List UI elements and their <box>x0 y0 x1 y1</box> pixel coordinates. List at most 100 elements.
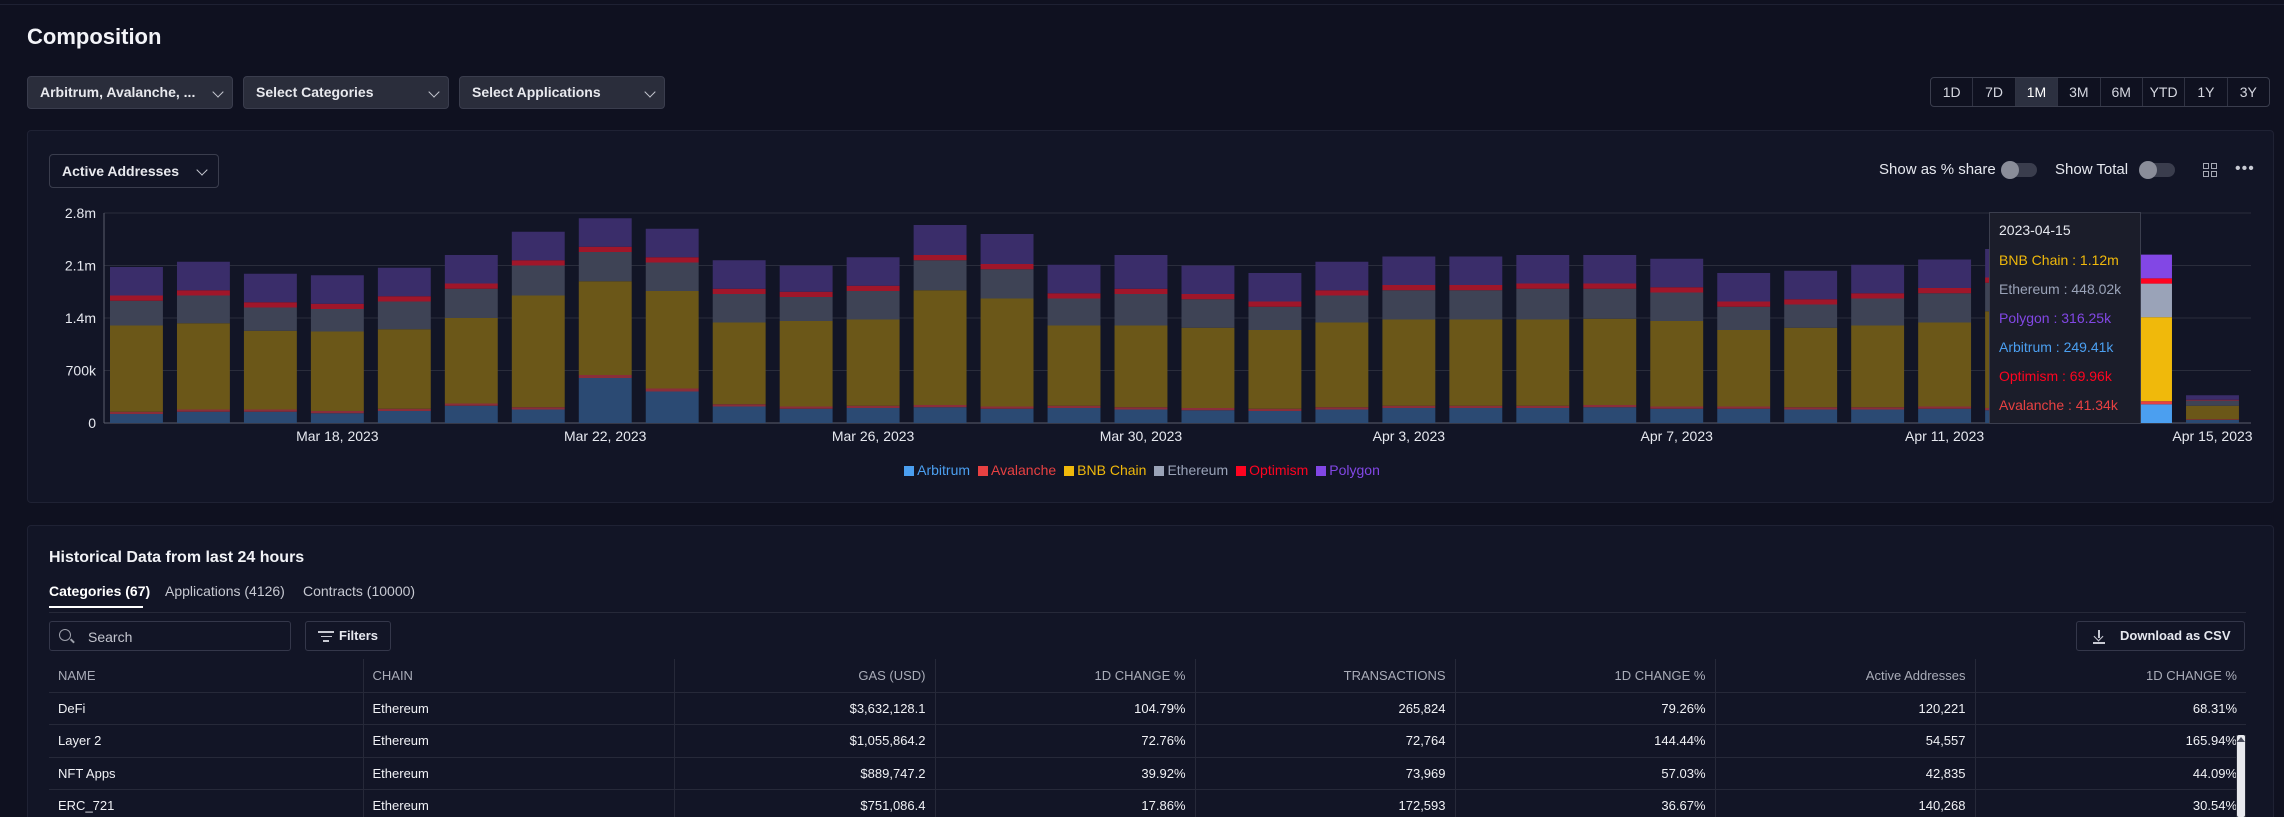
bar-segment-bnb-chain <box>1382 319 1436 406</box>
bar-segment-ethereum <box>1918 293 1972 323</box>
legend-item-polygon[interactable]: Polygon <box>1316 462 1380 478</box>
bar-segment-bnb-chain <box>645 291 699 389</box>
filter-icon <box>318 631 334 643</box>
table-cell: $1,055,864.2 <box>674 724 936 758</box>
bar-segment-optimism <box>110 295 163 301</box>
legend-item-avalanche[interactable]: Avalanche <box>978 462 1056 478</box>
bar-segment-avalanche <box>1248 408 1302 411</box>
column-header[interactable]: Active Addresses <box>1715 659 1976 693</box>
metric-select[interactable]: Active Addresses <box>49 154 219 188</box>
table-row[interactable]: Layer 2 Ethereum $1,055,864.2 72.76% 72,764 1… <box>49 724 2246 758</box>
range-1m[interactable]: 1M <box>2015 78 2059 106</box>
bar-segment-polygon <box>1382 256 1436 285</box>
column-header[interactable]: NAME <box>49 659 364 693</box>
table-row[interactable]: DeFi Ethereum $3,632,128.1 104.79% 265,824 79… <box>49 692 2246 725</box>
tabs-divider <box>49 612 2246 613</box>
table-row[interactable]: ERC_721 Ethereum $751,086.4 17.86% 172,593 36… <box>49 789 2246 817</box>
legend-label: Polygon <box>1329 462 1380 478</box>
x-tick-label: Mar 26, 2023 <box>832 428 915 444</box>
bar-segment-ethereum <box>511 265 565 296</box>
bar-segment-arbitrum <box>243 411 297 423</box>
table-scrollbar[interactable] <box>2236 735 2246 817</box>
bar-segment-bnb-chain <box>1047 325 1101 406</box>
table-cell: 36.67% <box>1455 789 1716 817</box>
legend-item-optimism[interactable]: Optimism <box>1236 462 1308 478</box>
bar-segment-bnb-chain <box>1516 319 1570 406</box>
bar-segment-avalanche <box>511 407 565 410</box>
bar-segment-arbitrum <box>1650 408 1704 423</box>
category-name-link[interactable]: DeFi <box>49 692 364 725</box>
bar-segment-ethereum <box>176 295 230 324</box>
legend-item-ethereum[interactable]: Ethereum <box>1154 462 1228 478</box>
tooltip-row: BNB Chain : 1.12m <box>1999 252 2119 268</box>
more-options-icon[interactable]: ••• <box>2235 160 2255 177</box>
bar-segment-polygon <box>511 231 565 261</box>
table-cell: 104.79% <box>935 692 1196 725</box>
chart-tooltip: 2023-04-15 BNB Chain : 1.12m Ethereum : 4… <box>1989 212 2141 424</box>
tab-categories[interactable]: Categories (67) <box>49 583 151 599</box>
toggle-knob <box>2001 161 2019 179</box>
legend-item-bnb-chain[interactable]: BNB Chain <box>1064 462 1146 478</box>
range-3m[interactable]: 3M <box>2058 78 2101 106</box>
filters-button[interactable]: Filters <box>305 621 391 651</box>
range-7d[interactable]: 7D <box>1973 78 2016 106</box>
bar-segment-optimism <box>1516 283 1570 289</box>
application-select[interactable]: Select Applications <box>459 76 665 109</box>
bar-segment-arbitrum <box>1516 408 1570 423</box>
scrollbar-thumb[interactable] <box>2237 735 2245 817</box>
bar-segment-optimism <box>2119 278 2172 284</box>
bar-segment-arbitrum <box>1717 408 1771 423</box>
page-title: Composition <box>27 24 162 49</box>
bar-segment-arbitrum <box>712 406 766 423</box>
bar-segment-polygon <box>1114 255 1168 289</box>
category-name-link[interactable]: NFT Apps <box>49 757 364 790</box>
column-header[interactable]: CHAIN <box>363 659 675 693</box>
column-header[interactable]: TRANSACTIONS <box>1195 659 1456 693</box>
column-header[interactable]: GAS (USD) <box>674 659 936 693</box>
bar-segment-polygon <box>1918 259 1972 288</box>
bar-segment-bnb-chain <box>1918 322 1972 407</box>
download-icon <box>2093 630 2105 644</box>
y-tick-label: 2.1m <box>65 258 96 274</box>
bar-segment-bnb-chain <box>176 323 230 410</box>
search-input[interactable] <box>88 626 283 647</box>
bar-segment-polygon <box>1449 256 1503 285</box>
bar-segment-bnb-chain <box>310 331 364 411</box>
range-ytd[interactable]: YTD <box>2143 78 2186 106</box>
table-cell: 79.26% <box>1455 692 1716 725</box>
bar-segment-optimism <box>1047 293 1101 299</box>
bar-segment-polygon <box>578 218 632 247</box>
tooltip-date: 2023-04-15 <box>1999 222 2071 238</box>
range-6m[interactable]: 6M <box>2101 78 2143 106</box>
bar-segment-avalanche <box>712 404 766 407</box>
legend-label: Arbitrum <box>917 462 971 478</box>
column-header[interactable]: 1D CHANGE % <box>1975 659 2246 693</box>
category-name-link[interactable]: Layer 2 <box>49 724 364 758</box>
bar-segment-optimism <box>1181 294 1235 300</box>
bar-segment-optimism <box>243 302 297 308</box>
bar-segment-optimism <box>444 283 498 289</box>
tab-contracts[interactable]: Contracts (10000) <box>303 583 416 599</box>
chain-select[interactable]: Arbitrum, Avalanche, ... <box>27 76 233 109</box>
bar-segment-optimism <box>310 303 364 309</box>
legend-item-arbitrum[interactable]: Arbitrum <box>904 462 970 478</box>
tab-applications[interactable]: Applications (4126) <box>165 583 285 599</box>
show-total-toggle[interactable] <box>2139 161 2175 179</box>
table-row[interactable]: NFT Apps Ethereum $889,747.2 39.92% 73,969 57… <box>49 757 2246 790</box>
grid-view-icon[interactable] <box>2203 163 2217 177</box>
bar-segment-ethereum <box>1181 299 1235 328</box>
scroll-up-arrow-icon[interactable] <box>2237 737 2245 742</box>
range-3y[interactable]: 3Y <box>2239 84 2257 100</box>
bar-segment-avalanche <box>2119 401 2172 405</box>
column-header[interactable]: 1D CHANGE % <box>1455 659 1716 693</box>
range-1y[interactable]: 1Y <box>2185 78 2228 106</box>
show-share-toggle[interactable] <box>2001 161 2037 179</box>
download-csv-button[interactable]: Download as CSV <box>2076 621 2245 651</box>
column-header[interactable]: 1D CHANGE % <box>935 659 1196 693</box>
bar-segment-polygon <box>310 275 364 304</box>
category-select[interactable]: Select Categories <box>243 76 449 109</box>
toggle-knob <box>2139 161 2157 179</box>
range-1d[interactable]: 1D <box>1931 78 1974 106</box>
category-name-link[interactable]: ERC_721 <box>49 789 364 817</box>
time-range-selector: 1D 7D 1M 3M 6M YTD 1Y 3Y <box>1930 77 2270 107</box>
